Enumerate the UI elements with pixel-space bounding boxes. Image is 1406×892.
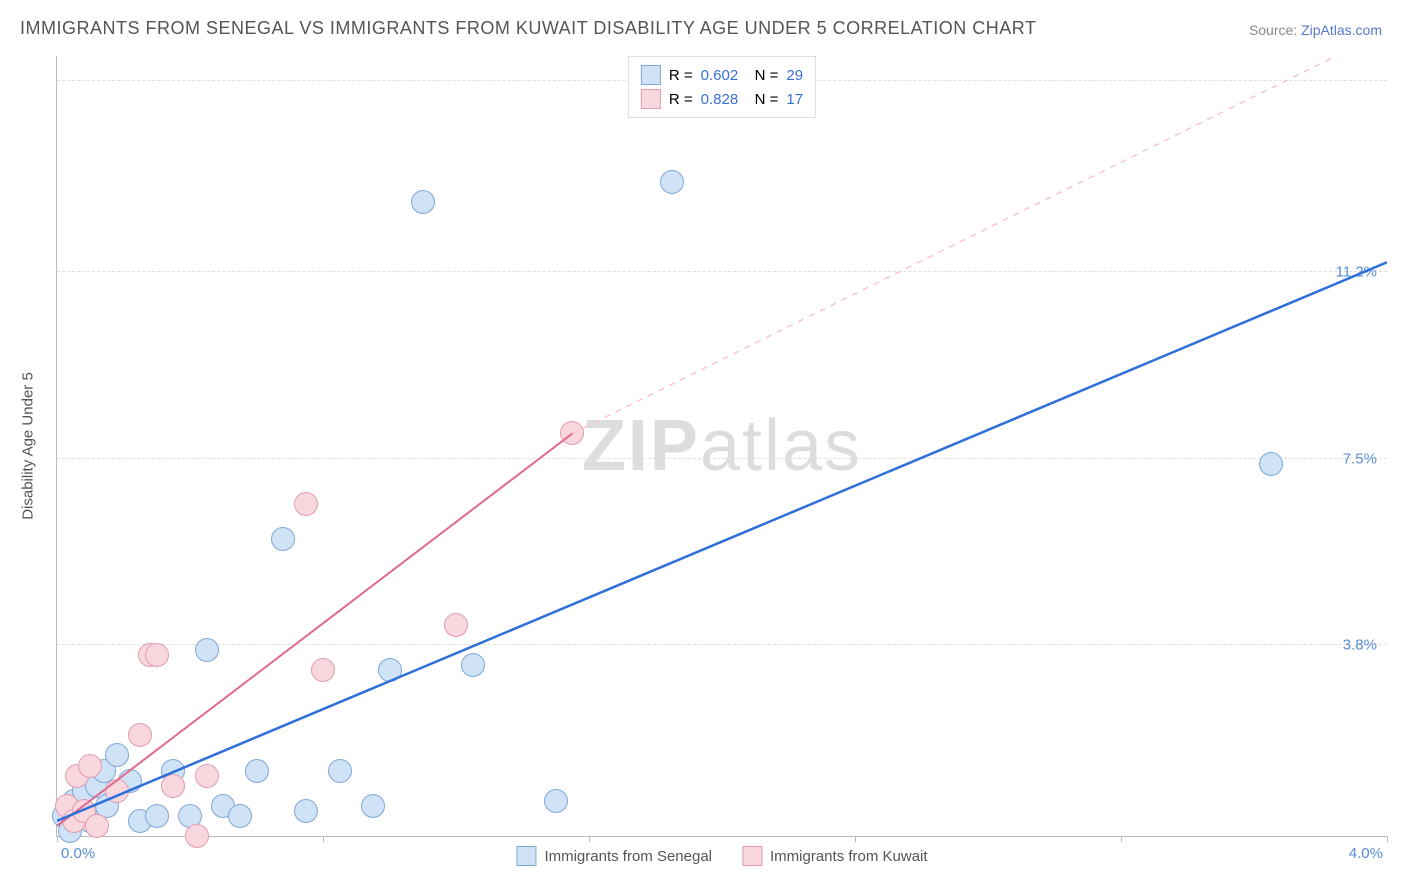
data-point-senegal [145, 804, 169, 828]
r-value-kuwait: 0.828 [701, 91, 747, 108]
x-tick-label: 4.0% [1349, 845, 1383, 862]
correlation-legend: R = 0.602 N = 29 R = 0.828 N = 17 [628, 56, 816, 118]
data-point-kuwait [161, 774, 185, 798]
data-point-senegal [1259, 452, 1283, 476]
gridline-h [57, 271, 1387, 272]
regression-lines [57, 56, 1387, 836]
x-tick [57, 836, 58, 842]
data-point-kuwait [85, 814, 109, 838]
data-point-kuwait [444, 613, 468, 637]
swatch-kuwait [641, 89, 661, 109]
data-point-kuwait [311, 658, 335, 682]
data-point-senegal [228, 804, 252, 828]
x-tick [323, 836, 324, 842]
swatch-senegal [516, 846, 536, 866]
data-point-kuwait [128, 723, 152, 747]
source-attribution: Source: ZipAtlas.com [1249, 22, 1382, 38]
legend-label-senegal: Immigrants from Senegal [544, 848, 712, 865]
n-value-kuwait: 17 [786, 91, 803, 108]
swatch-kuwait [742, 846, 762, 866]
data-point-senegal [294, 799, 318, 823]
data-point-senegal [544, 789, 568, 813]
chart-title: IMMIGRANTS FROM SENEGAL VS IMMIGRANTS FR… [20, 18, 1036, 39]
n-label: N = [755, 67, 779, 84]
legend-label-kuwait: Immigrants from Kuwait [770, 848, 928, 865]
data-point-kuwait [294, 492, 318, 516]
data-point-senegal [245, 759, 269, 783]
data-point-senegal [328, 759, 352, 783]
legend-item-senegal: Immigrants from Senegal [516, 846, 712, 866]
x-tick [589, 836, 590, 842]
data-point-kuwait [105, 779, 129, 803]
source-prefix: Source: [1249, 22, 1301, 38]
data-point-senegal [378, 658, 402, 682]
data-point-senegal [660, 170, 684, 194]
data-point-senegal [195, 638, 219, 662]
data-point-senegal [105, 743, 129, 767]
series-legend: Immigrants from Senegal Immigrants from … [506, 846, 937, 866]
data-point-kuwait [560, 421, 584, 445]
r-value-senegal: 0.602 [701, 67, 747, 84]
data-point-kuwait [78, 754, 102, 778]
n-value-senegal: 29 [786, 67, 803, 84]
data-point-kuwait [185, 824, 209, 848]
n-label: N = [755, 91, 779, 108]
data-point-senegal [411, 190, 435, 214]
legend-item-kuwait: Immigrants from Kuwait [742, 846, 928, 866]
gridline-h [57, 644, 1387, 645]
x-tick [1121, 836, 1122, 842]
watermark: ZIPatlas [582, 405, 862, 487]
legend-row-senegal: R = 0.602 N = 29 [641, 63, 803, 87]
gridline-h [57, 458, 1387, 459]
plot-area: ZIPatlas R = 0.602 N = 29 R = 0.828 N = … [56, 56, 1387, 837]
legend-row-kuwait: R = 0.828 N = 17 [641, 87, 803, 111]
y-tick-label: 7.5% [1343, 450, 1377, 467]
x-tick [1387, 836, 1388, 842]
source-link[interactable]: ZipAtlas.com [1301, 22, 1382, 38]
data-point-kuwait [195, 764, 219, 788]
y-axis-label: Disability Age Under 5 [20, 372, 37, 520]
r-label: R = [669, 91, 693, 108]
data-point-senegal [271, 527, 295, 551]
data-point-kuwait [145, 643, 169, 667]
r-label: R = [669, 67, 693, 84]
y-tick-label: 11.2% [1336, 264, 1377, 281]
swatch-senegal [641, 65, 661, 85]
y-tick-label: 3.8% [1343, 636, 1377, 653]
x-tick-label: 0.0% [61, 845, 95, 862]
data-point-senegal [361, 794, 385, 818]
x-tick [855, 836, 856, 842]
data-point-senegal [461, 653, 485, 677]
